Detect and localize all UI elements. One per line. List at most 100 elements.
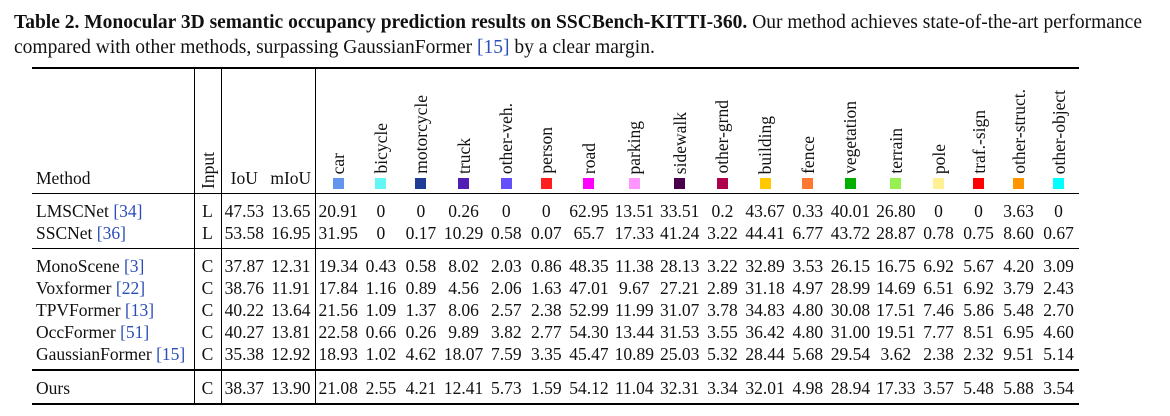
class-color-swatch: [759, 178, 771, 189]
class-value-othergrnd: 2.89: [707, 278, 738, 298]
class-value-pole: 6.92: [918, 248, 959, 277]
class-label: car: [328, 152, 349, 174]
class-value-building: 44.41: [745, 223, 785, 243]
iou-value: 40.22: [224, 300, 264, 320]
class-value-car: 31.95: [318, 223, 358, 243]
iou-value: 35.38: [224, 344, 264, 364]
header-class-11: fence: [787, 67, 828, 194]
class-label: road: [578, 142, 599, 174]
class-value-terrain: 17.51: [876, 300, 916, 320]
class-value-otherstruct: 6.95: [1003, 322, 1034, 342]
class-value-sidewalk: 31.07: [660, 300, 700, 320]
table-caption: Table 2. Monocular 3D semantic occupancy…: [14, 10, 1162, 60]
class-value-truck: 12.41: [440, 369, 487, 405]
iou-value: 37.87: [221, 248, 267, 277]
caption-title: Monocular 3D semantic occupancy predicti…: [84, 12, 748, 33]
class-label: person: [536, 127, 557, 174]
method-citation[interactable]: [3]: [123, 256, 145, 276]
method-citation[interactable]: [34]: [113, 201, 143, 221]
class-value-otherobject: 2.70: [1043, 300, 1074, 320]
class-value-sidewalk: 32.31: [657, 369, 703, 405]
class-value-bicycle: 1.02: [365, 344, 397, 364]
class-value-otherstruct: 9.51: [1003, 344, 1034, 364]
class-value-road: 65.7: [573, 223, 605, 243]
class-value-otherobject: 2.43: [1043, 278, 1074, 298]
class-color-swatch: [890, 178, 902, 189]
class-value-sidewalk: 25.03: [660, 344, 700, 364]
method-citation[interactable]: [51]: [120, 322, 150, 342]
class-value-truck: 0.26: [440, 193, 487, 222]
table-row: TPVFormer [13] C 40.22 13.64 21.56 1.09 1.37 8.…: [32, 299, 1079, 321]
class-value-vegetation: 29.54: [830, 344, 871, 364]
header-method-label: Method: [36, 168, 91, 188]
class-value-fence: 4.97: [792, 278, 824, 298]
class-value-othergrnd: 3.34: [702, 369, 743, 405]
class-value-building: 32.89: [742, 248, 788, 277]
class-value-bicycle: 0: [376, 223, 386, 243]
miou-value: 16.95: [267, 222, 316, 249]
class-value-parking: 17.33: [614, 223, 654, 243]
class-value-othergrnd: 5.32: [707, 344, 738, 364]
class-label: parking: [624, 120, 645, 174]
class-value-vegetation: 30.08: [830, 300, 871, 320]
class-value-car: 21.08: [315, 369, 361, 405]
class-label: other-object: [1048, 89, 1069, 174]
class-value-vegetation: 26.15: [827, 248, 874, 277]
method-name: TPVFormer [13]: [32, 299, 195, 321]
class-color-swatch: [674, 178, 686, 189]
header-class-9: other-grnd: [702, 67, 743, 194]
class-value-truck: 18.07: [443, 344, 484, 364]
class-value-sidewalk: 41.24: [660, 223, 700, 243]
class-color-swatch: [933, 178, 944, 189]
header-class-17: other-object: [1038, 67, 1079, 194]
class-value-otherstruct: 5.48: [1003, 300, 1034, 320]
header-miou: mIoU: [267, 67, 316, 194]
class-value-vegetation: 31.00: [830, 322, 871, 342]
header-input: Input: [194, 67, 222, 194]
method-label: Ours: [36, 378, 71, 398]
iou-value: 47.53: [221, 193, 267, 222]
miou-value: 11.91: [267, 277, 316, 299]
class-label: bicycle: [370, 123, 391, 174]
class-value-trafsign: 0.75: [963, 223, 994, 243]
class-value-building: 36.42: [745, 322, 785, 342]
header-input-label: Input: [197, 152, 218, 189]
class-value-truck: 10.29: [443, 223, 484, 243]
method-label: GaussianFormer: [36, 344, 157, 364]
class-value-road: 48.35: [566, 248, 612, 277]
class-value-othergrnd: 3.22: [702, 248, 743, 277]
class-color-swatch: [973, 178, 984, 189]
class-value-pole: 7.46: [923, 300, 954, 320]
class-value-parking: 11.99: [614, 300, 654, 320]
iou-value: 53.58: [224, 223, 264, 243]
header-class-13: terrain: [873, 67, 919, 194]
caption-label: Table 2.: [14, 12, 80, 33]
class-value-sidewalk: 28.13: [657, 248, 703, 277]
class-value-motorcycle: 0.26: [405, 322, 437, 342]
class-value-otherstruct: 3.79: [1003, 278, 1034, 298]
caption-text: Our method achieves state-of-the-art per…: [14, 12, 1142, 58]
miou-value: 13.64: [267, 299, 316, 321]
header-class-3: truck: [440, 67, 487, 194]
class-value-car: 20.91: [315, 193, 361, 222]
method-citation[interactable]: [13]: [124, 300, 155, 320]
class-value-sidewalk: 33.51: [657, 193, 703, 222]
method-citation[interactable]: [15]: [156, 344, 186, 364]
class-value-person: 0.07: [530, 223, 562, 243]
class-label: other-struct.: [1008, 89, 1029, 174]
class-label: fence: [797, 136, 818, 174]
method-citation[interactable]: [22]: [115, 278, 146, 298]
class-value-road: 52.99: [569, 300, 609, 320]
method-name: MonoScene [3]: [32, 248, 195, 277]
class-value-road: 45.47: [569, 344, 609, 364]
header-class-0: car: [315, 67, 361, 194]
class-value-building: 43.67: [742, 193, 788, 222]
class-value-otherveh: 7.59: [490, 344, 522, 364]
caption-citation[interactable]: [15]: [477, 37, 510, 58]
class-value-fence: 4.98: [787, 369, 828, 405]
class-value-terrain: 16.75: [873, 248, 919, 277]
class-color-swatch: [332, 178, 344, 189]
class-value-terrain: 26.80: [873, 193, 919, 222]
method-citation[interactable]: [36]: [96, 223, 126, 243]
class-value-otherobject: 5.14: [1043, 344, 1074, 364]
